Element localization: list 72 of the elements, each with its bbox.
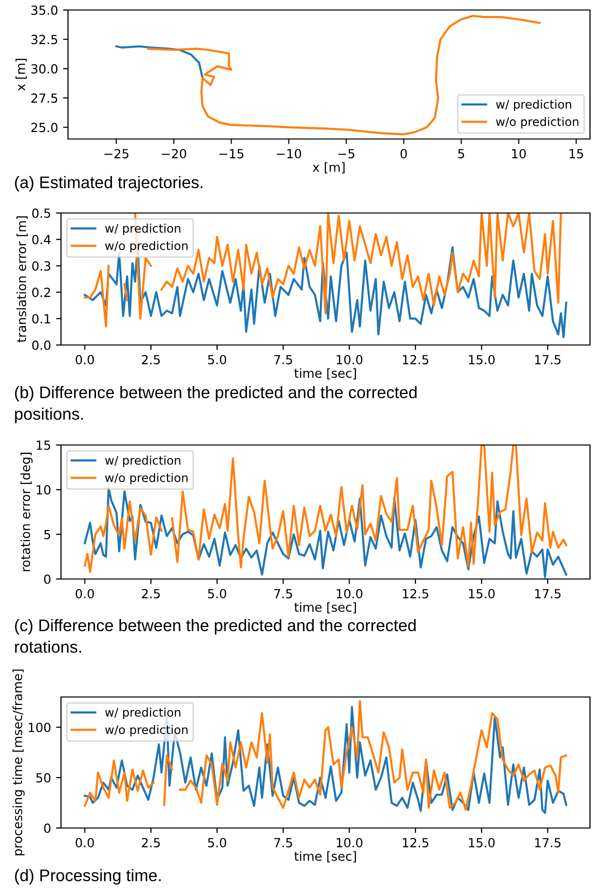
x-tick-label: 2.5 [142,588,160,598]
x-tick-label: 5.0 [208,354,226,364]
x-tick-label: −20 [162,148,186,158]
y-axis-title: x [m] [16,58,27,91]
y-tick-label: 0.1 [32,314,50,324]
y-tick-label: 0.2 [32,288,50,298]
x-tick-label: 17.5 [535,838,561,848]
x-tick-label: 5.0 [208,838,226,848]
text: (c) Difference between the predicted and the corrected rotations. [15,619,416,653]
x-tick-label: 12.5 [402,354,428,364]
x-axis-title: time [sec] [294,851,356,862]
x-tick-label: 0 [400,148,407,158]
legend-label: w/o prediction [496,116,578,128]
y-tick-label: 30.0 [31,64,58,74]
x-axis-title: time [sec] [294,602,356,614]
y-tick-label: 0.5 [32,208,50,218]
x-tick-label: 12.5 [402,588,428,598]
text: (d) Processing time. [15,869,161,885]
x-tick-label: 10.0 [336,588,362,598]
y-tick-label: 0.0 [32,340,50,350]
y-tick-label: 15 [36,440,50,450]
x-tick-label: 0.0 [76,588,94,598]
x-tick-label: 7.5 [274,355,292,364]
x-tick-label: −25 [104,148,128,158]
x-tick-label: −15 [219,149,244,158]
y-tick-label: 0.3 [32,261,50,271]
y-tick-label: 100 [28,722,50,732]
x-tick-label: −5 [338,149,354,158]
y-tick-label: 32.5 [31,34,58,44]
x-tick-label: 15.0 [469,354,495,364]
text: (b) Difference between the predicted and the corrected positions. [15,386,417,424]
legend-label: w/ prediction [496,100,572,112]
x-tick-label: 15 [570,149,584,158]
x-tick-label: 17.5 [535,355,561,364]
y-axis-title: rotation error [deg] [20,452,33,572]
legend-label: w/o prediction [105,724,188,736]
legend-label: w/o prediction [105,240,188,252]
y-tick-label: 0.4 [32,234,51,244]
x-tick-label: 7.5 [274,589,292,598]
y-tick-label: 25.0 [31,122,58,132]
y-axis-title: translation error [m] [16,216,28,342]
x-tick-label: 2.5 [142,354,160,364]
y-tick-label: 5 [44,530,50,540]
x-tick-label: 5.0 [208,588,226,598]
x-tick-label: 15.0 [469,588,495,598]
y-axis-title: processing time [msec/frame] [12,670,25,856]
y-tick-label: 27.5 [31,93,58,103]
y-tick-label: 50 [36,773,50,783]
x-tick-label: 15.0 [469,838,495,848]
y-tick-label: 0 [44,574,50,584]
x-tick-label: 17.5 [535,589,561,598]
x-tick-label: 5 [458,149,464,158]
legend-label: w/ prediction [105,456,180,468]
x-tick-label: 2.5 [142,838,160,848]
x-tick-label: 0.0 [76,838,94,848]
line-series [115,45,204,80]
legend-label: w/ prediction [105,708,180,720]
y-tick-label: 35.0 [31,5,58,15]
x-tick-label: −10 [276,148,302,158]
y-tick-label: 0 [44,823,50,833]
x-tick-label: 10.0 [336,838,362,848]
x-tick-label: 10 [512,148,526,158]
x-tick-label: 12.5 [402,838,428,848]
x-axis-title: time [sec] [294,368,356,380]
x-tick-label: 0.0 [76,354,94,364]
legend-label: w/ prediction [105,224,180,236]
x-tick-label: 10.0 [336,354,362,364]
text: (a) Estimated trajectories. [15,176,202,192]
x-axis-title: x [m] [312,162,345,174]
legend-label: w/o prediction [105,472,188,484]
x-tick-label: 7.5 [274,838,292,848]
y-tick-label: 10 [36,485,50,495]
